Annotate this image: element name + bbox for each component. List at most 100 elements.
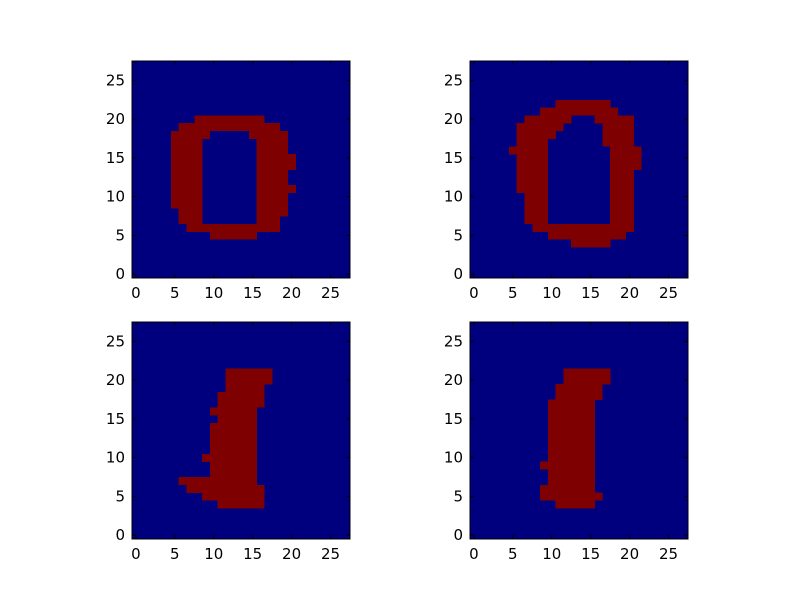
heatmap-cell-run — [547, 477, 595, 486]
y-tick-label: 25 — [444, 71, 463, 89]
x-tick-label: 25 — [321, 545, 340, 563]
y-tick-label: 20 — [106, 110, 125, 128]
y-tick-label: 0 — [115, 265, 125, 283]
heatmap-cell-run — [225, 384, 265, 393]
heatmap-cell-run — [186, 223, 281, 232]
heatmap-cell-run — [602, 130, 634, 139]
heatmap-cell-run — [555, 99, 611, 108]
heatmap-cell-run — [516, 130, 556, 139]
y-tick-label: 15 — [106, 410, 125, 428]
x-tick-label: 15 — [243, 545, 262, 563]
heatmap-cell-run — [209, 469, 257, 478]
x-tick-label: 5 — [508, 545, 518, 563]
heatmap-cell-run — [555, 500, 595, 509]
heatmap-cell-run — [248, 130, 289, 139]
heatmap-cell-run — [547, 438, 595, 447]
x-tick-label: 20 — [282, 545, 301, 563]
y-tick-label: 0 — [115, 526, 125, 544]
heatmap-cell-run — [516, 177, 549, 186]
y-tick-label: 25 — [106, 332, 125, 350]
heatmap-background — [132, 61, 350, 278]
heatmap-cell-run — [555, 391, 603, 400]
x-tick-label: 10 — [542, 545, 561, 563]
y-tick-label: 25 — [444, 332, 463, 350]
heatmap-cell-run — [178, 208, 203, 217]
heatmap-cell-run — [170, 161, 203, 170]
heatmap-cell-run — [217, 399, 265, 408]
y-tick-label: 10 — [444, 449, 463, 467]
y-tick-label: 10 — [444, 188, 463, 206]
x-tick-label: 5 — [170, 284, 180, 302]
x-tick-label: 20 — [620, 284, 639, 302]
heatmap-cell-run — [610, 154, 642, 163]
heatmap-cell-run — [516, 154, 549, 163]
heatmap-cell-run — [610, 185, 634, 194]
heatmap-cell-run — [209, 461, 257, 470]
x-tick-label: 0 — [131, 545, 141, 563]
x-tick-label: 5 — [170, 545, 180, 563]
heatmap-cell-run — [178, 477, 257, 486]
heatmap-cell-run — [524, 192, 549, 201]
y-tick-label: 10 — [106, 188, 125, 206]
heatmap-cell-run — [256, 146, 289, 155]
heatmap-cell-run — [209, 446, 257, 455]
heatmap-cell-run — [547, 453, 595, 462]
y-tick-label: 0 — [453, 265, 463, 283]
heatmap-cell-run — [178, 216, 203, 225]
heatmap-cell-run — [256, 177, 289, 186]
x-tick-label: 5 — [508, 284, 518, 302]
heatmap-cell-run — [547, 407, 595, 416]
heatmap-cell-run — [610, 192, 634, 201]
heatmap-panel-bottom-left: 0 5 10 15 20 25 0 5 10 15 20 25 — [106, 321, 351, 563]
axes-frame — [469, 60, 689, 279]
heatmap-cell-run — [563, 368, 611, 377]
y-tick-label: 20 — [444, 110, 463, 128]
heatmap-cell-run — [256, 154, 296, 163]
heatmap-cell-run — [170, 185, 203, 194]
x-tick-label: 15 — [581, 284, 600, 302]
heatmap-cell-run — [594, 115, 634, 124]
x-tick-label: 10 — [204, 284, 223, 302]
heatmap-panel-bottom-right: 0 5 10 15 20 25 0 5 10 15 20 25 — [444, 321, 689, 563]
x-tick-label: 0 — [469, 545, 479, 563]
heatmap-cell-run — [170, 130, 211, 139]
heatmap-cell-run — [209, 438, 257, 447]
heatmap-cell-run — [610, 177, 634, 186]
heatmap-cell-run — [516, 169, 549, 178]
heatmap-panel-top-left: 0 5 10 15 20 25 0 5 10 15 20 25 — [106, 60, 351, 302]
heatmap-cell-run — [209, 231, 257, 240]
x-tick-label: 15 — [581, 545, 600, 563]
heatmap-cell-run — [516, 138, 549, 147]
y-tick-label: 5 — [115, 487, 125, 505]
heatmap-cell-run — [209, 422, 257, 431]
y-tick-label: 5 — [453, 487, 463, 505]
heatmap-cell-run — [571, 239, 611, 248]
axes-frame — [469, 321, 689, 540]
y-tick-label: 15 — [444, 149, 463, 167]
y-tick-label: 20 — [106, 371, 125, 389]
heatmap-cell-run — [540, 492, 603, 501]
heatmap-cell-run — [524, 216, 549, 225]
heatmap-cell-run — [540, 107, 619, 116]
heatmap-cell-run — [610, 169, 634, 178]
heatmap-cell-run — [610, 216, 634, 225]
x-tick-label: 25 — [659, 284, 678, 302]
heatmap-cell-run — [170, 146, 203, 155]
heatmap-cell-run — [170, 138, 203, 147]
heatmap-cell-run — [217, 391, 265, 400]
heatmap-cell-run — [209, 407, 257, 416]
heatmap-cell-run — [217, 415, 257, 424]
x-tick-label: 15 — [243, 284, 262, 302]
x-tick-label: 0 — [469, 284, 479, 302]
heatmap-cell-run — [256, 185, 296, 194]
y-tick-label: 25 — [106, 71, 125, 89]
heatmap-cell-run — [547, 399, 595, 408]
heatmap-cell-run — [610, 161, 642, 170]
heatmap-cell-run — [256, 161, 296, 170]
heatmap-cell-run — [516, 185, 549, 194]
heatmap-cell-run — [610, 200, 634, 209]
heatmap-cell-run — [540, 461, 595, 470]
y-tick-label: 10 — [106, 449, 125, 467]
y-tick-label: 20 — [444, 371, 463, 389]
heatmap-cell-run — [178, 123, 281, 132]
